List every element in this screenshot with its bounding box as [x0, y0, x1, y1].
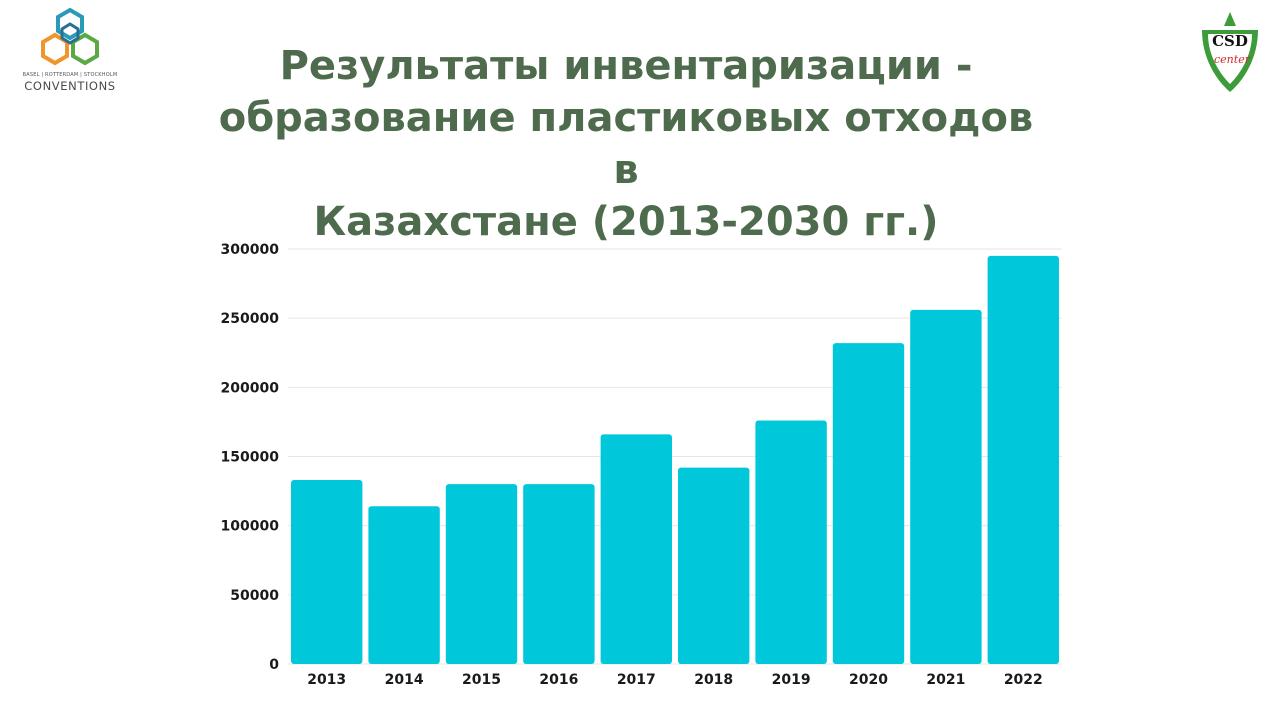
logo-sub-text: center — [1214, 53, 1251, 66]
bar-2015 — [445, 484, 518, 664]
x-tick-label: 2022 — [1004, 672, 1043, 688]
bar-2016 — [523, 484, 595, 664]
y-tick-label: 100000 — [221, 519, 280, 535]
x-tick-label: 2018 — [694, 672, 733, 688]
x-tick-label: 2020 — [849, 672, 888, 688]
y-tick-label: 0 — [269, 657, 279, 673]
y-tick-label: 150000 — [221, 450, 280, 466]
hexagon-logo-icon — [41, 8, 99, 66]
logo-mark-text: CSD — [1212, 32, 1248, 50]
y-tick-label: 200000 — [221, 380, 280, 396]
x-tick-label: 2017 — [617, 672, 656, 688]
y-tick-label: 50000 — [230, 588, 279, 604]
bar-2022 — [987, 255, 1059, 664]
csd-center-logo: CSD center — [1196, 8, 1266, 96]
y-tick-label: 250000 — [221, 311, 280, 327]
bar-2019 — [755, 420, 827, 664]
bar-2014 — [368, 506, 440, 664]
x-tick-label: 2015 — [462, 672, 501, 688]
bar-2020 — [832, 343, 905, 664]
bar-2013 — [291, 480, 363, 664]
basel-rotterdam-stockholm-logo: BASEL | ROTTERDAM | STOCKHOLM CONVENTION… — [18, 8, 122, 98]
y-tick-label: 300000 — [221, 242, 280, 258]
bar-2018 — [678, 467, 750, 664]
title-line-2: образование пластиковых отходов в — [218, 95, 1034, 193]
logo-conventions-text: CONVENTIONS — [24, 79, 116, 93]
logo-cities-text: BASEL | ROTTERDAM | STOCKHOLM — [22, 72, 118, 78]
bar-2021 — [910, 309, 982, 664]
x-tick-label: 2016 — [539, 672, 578, 688]
x-tick-label: 2013 — [307, 672, 346, 688]
x-tick-label: 2021 — [926, 672, 965, 688]
bar-2017 — [600, 434, 672, 664]
title-line-3: Казахстане (2013-2030 гг.) — [313, 199, 939, 245]
x-tick-label: 2014 — [385, 672, 424, 688]
x-tick-label: 2019 — [772, 672, 811, 688]
page-title: Результаты инвентаризации - образование … — [200, 40, 1052, 248]
title-line-1: Результаты инвентаризации - — [279, 43, 973, 89]
